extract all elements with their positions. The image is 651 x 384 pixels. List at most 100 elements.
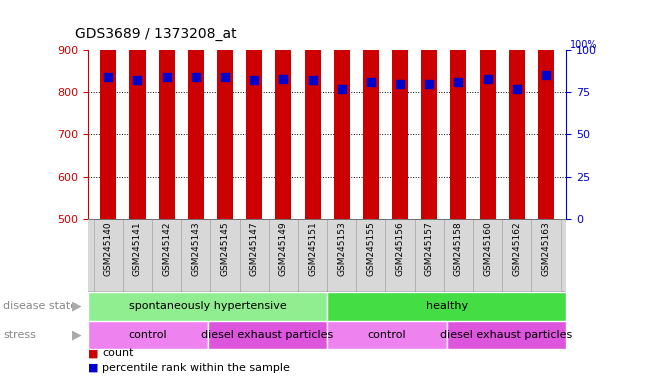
- Point: [220, 74, 230, 80]
- Text: spontaneously hypertensive: spontaneously hypertensive: [129, 301, 286, 311]
- Point: [512, 86, 522, 92]
- Bar: [392, 0, 408, 219]
- Text: ▶: ▶: [72, 300, 81, 313]
- Bar: [305, 0, 320, 219]
- Text: ▶: ▶: [72, 329, 81, 341]
- Bar: [298, 219, 327, 292]
- Bar: [421, 0, 437, 219]
- Text: GSM245145: GSM245145: [221, 221, 230, 276]
- Point: [482, 76, 493, 82]
- Text: GSM245147: GSM245147: [250, 221, 258, 276]
- Text: diesel exhaust particles: diesel exhaust particles: [441, 330, 573, 340]
- Bar: [88, 219, 566, 292]
- Bar: [88, 321, 208, 349]
- Bar: [305, 149, 320, 219]
- Text: percentile rank within the sample: percentile rank within the sample: [102, 363, 290, 373]
- Point: [249, 77, 259, 83]
- Bar: [450, 157, 467, 219]
- Bar: [363, 166, 379, 219]
- Text: disease state: disease state: [3, 301, 77, 311]
- Point: [191, 74, 201, 80]
- Bar: [531, 219, 561, 292]
- Bar: [130, 139, 146, 219]
- Bar: [385, 219, 415, 292]
- Text: 100%: 100%: [570, 40, 597, 50]
- Point: [278, 76, 288, 82]
- Bar: [508, 201, 525, 219]
- Bar: [480, 133, 495, 219]
- Bar: [181, 219, 210, 292]
- Bar: [444, 219, 473, 292]
- Text: GSM245151: GSM245151: [308, 221, 317, 276]
- Bar: [502, 219, 531, 292]
- Bar: [217, 114, 233, 219]
- Text: GSM245153: GSM245153: [337, 221, 346, 276]
- Text: GSM245158: GSM245158: [454, 221, 463, 276]
- Bar: [100, 0, 117, 219]
- Bar: [159, 122, 174, 219]
- Bar: [246, 137, 262, 219]
- Bar: [152, 219, 181, 292]
- Bar: [246, 0, 262, 219]
- Bar: [447, 321, 566, 349]
- Text: healthy: healthy: [426, 301, 468, 311]
- Text: GSM245160: GSM245160: [483, 221, 492, 276]
- Bar: [217, 0, 233, 219]
- Bar: [356, 219, 385, 292]
- Text: count: count: [102, 348, 133, 358]
- Bar: [334, 3, 350, 219]
- Text: GSM245140: GSM245140: [104, 221, 113, 276]
- Bar: [94, 219, 123, 292]
- Point: [424, 81, 434, 87]
- Text: control: control: [368, 330, 406, 340]
- Text: GSM245155: GSM245155: [367, 221, 376, 276]
- Bar: [210, 219, 240, 292]
- Bar: [473, 219, 502, 292]
- Text: GSM245162: GSM245162: [512, 221, 521, 276]
- Bar: [421, 168, 437, 219]
- Bar: [187, 105, 204, 219]
- Point: [453, 79, 464, 85]
- Bar: [538, 92, 554, 219]
- Bar: [327, 219, 356, 292]
- Point: [161, 74, 172, 80]
- Text: GDS3689 / 1373208_at: GDS3689 / 1373208_at: [75, 27, 236, 41]
- Bar: [275, 0, 292, 219]
- Point: [337, 86, 347, 92]
- Bar: [130, 0, 146, 219]
- Bar: [480, 0, 495, 219]
- Bar: [187, 0, 204, 219]
- Bar: [88, 292, 327, 321]
- Bar: [208, 321, 327, 349]
- Point: [366, 79, 376, 85]
- Text: diesel exhaust particles: diesel exhaust particles: [201, 330, 333, 340]
- Text: GSM245156: GSM245156: [396, 221, 404, 276]
- Bar: [275, 126, 292, 219]
- Point: [307, 77, 318, 83]
- Bar: [363, 0, 379, 219]
- Bar: [100, 116, 117, 219]
- Bar: [415, 219, 444, 292]
- Text: GSM245141: GSM245141: [133, 221, 142, 276]
- Bar: [159, 0, 174, 219]
- Text: GSM245149: GSM245149: [279, 221, 288, 276]
- Bar: [327, 321, 447, 349]
- Bar: [450, 0, 467, 219]
- Text: ■: ■: [88, 348, 98, 358]
- Text: GSM245157: GSM245157: [424, 221, 434, 276]
- Text: ■: ■: [88, 363, 98, 373]
- Point: [541, 72, 551, 78]
- Bar: [269, 219, 298, 292]
- Text: stress: stress: [3, 330, 36, 340]
- Bar: [240, 219, 269, 292]
- Text: control: control: [128, 330, 167, 340]
- Text: GSM245163: GSM245163: [542, 221, 551, 276]
- Point: [132, 77, 143, 83]
- Point: [395, 81, 406, 87]
- Bar: [508, 0, 525, 219]
- Bar: [538, 0, 554, 219]
- Bar: [392, 178, 408, 219]
- Bar: [123, 219, 152, 292]
- Point: [103, 74, 113, 80]
- Bar: [327, 292, 566, 321]
